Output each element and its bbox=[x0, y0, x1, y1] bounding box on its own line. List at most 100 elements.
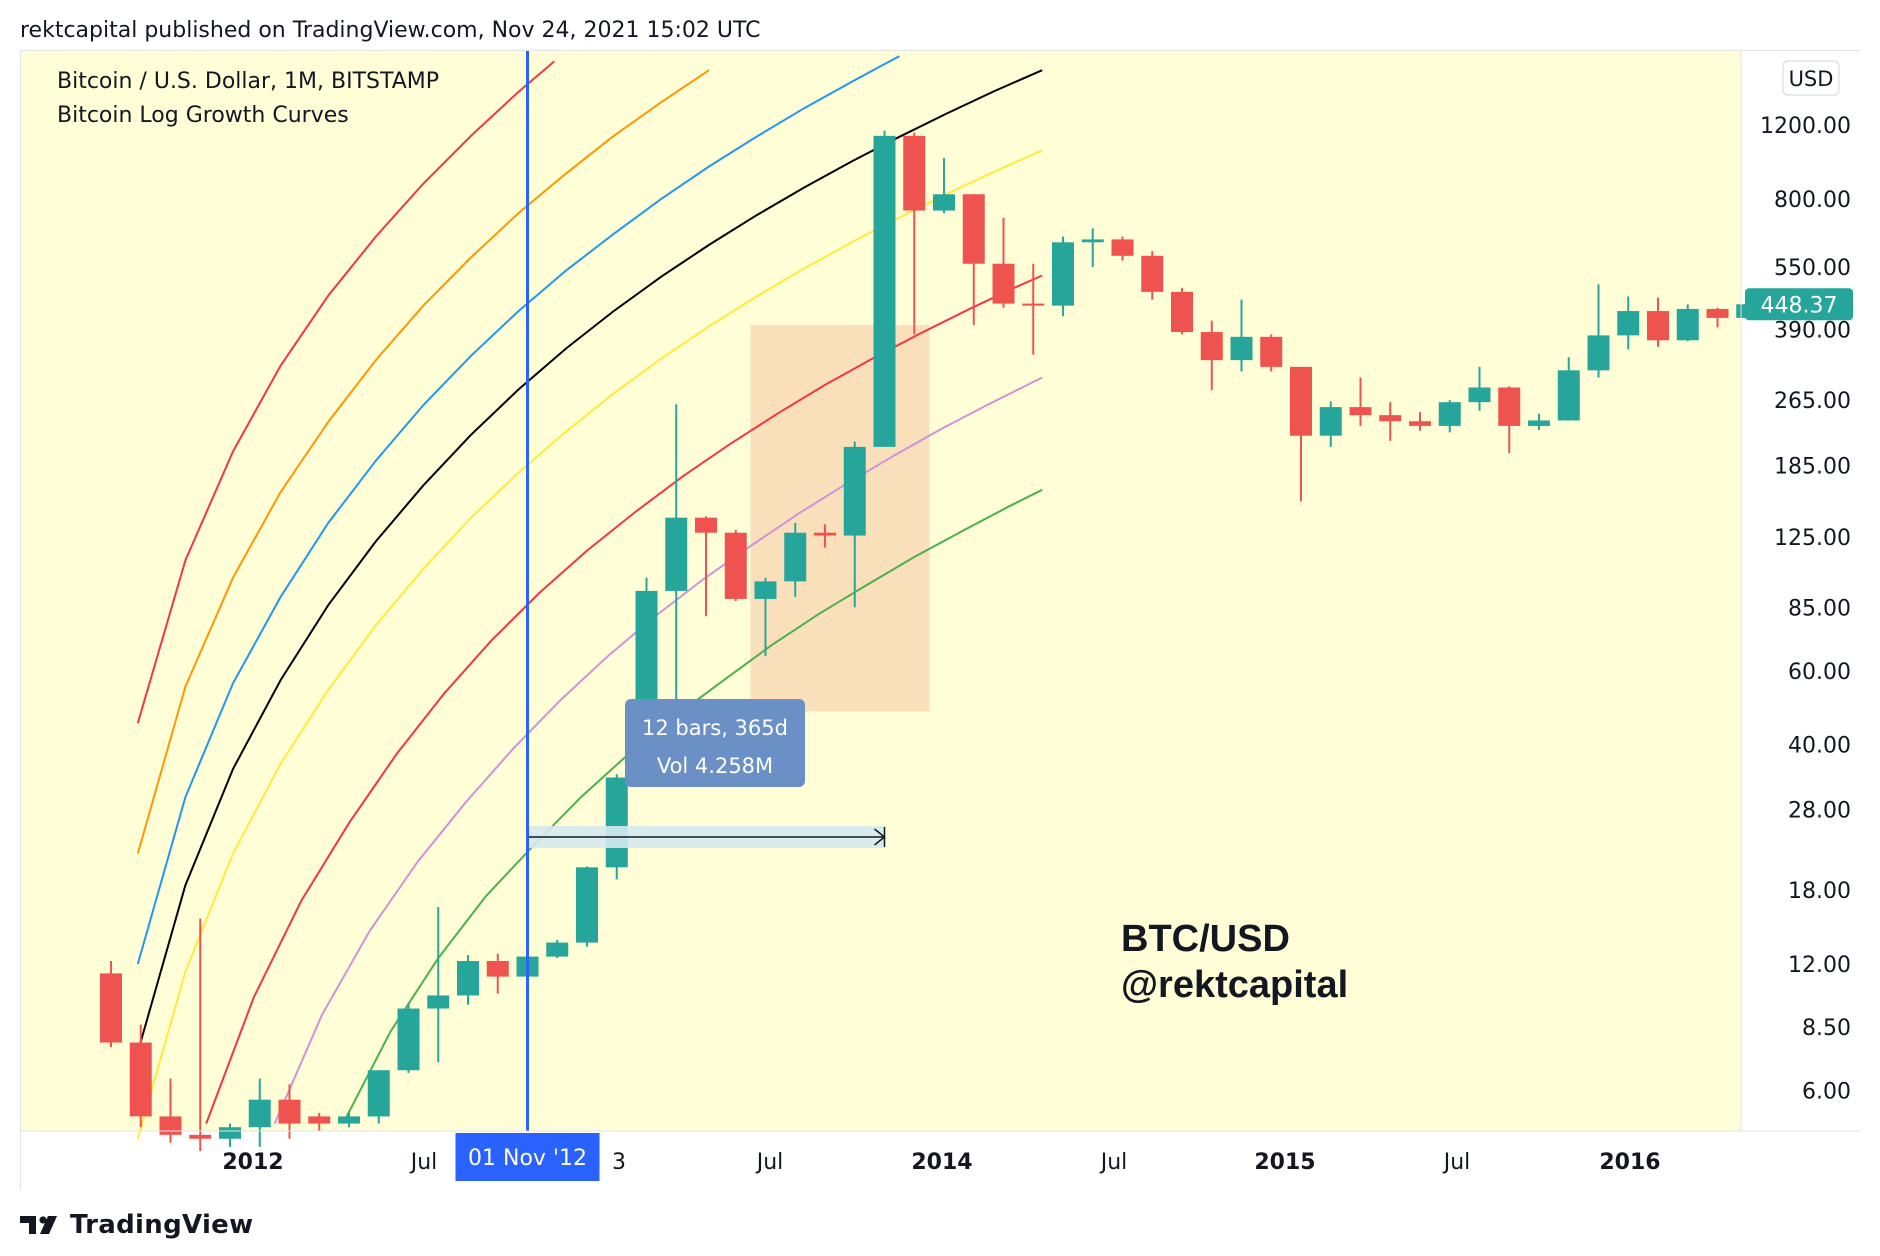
chart-frame[interactable]: 12 bars, 365d Vol 4.258M 6.00 8.50 12.00 18.… bbox=[20, 50, 1861, 1191]
candle-body bbox=[724, 532, 747, 599]
publish-header: rektcapital published on TradingView.com… bbox=[20, 18, 761, 43]
candle-body bbox=[1617, 311, 1640, 336]
measure-bars-label: 12 bars, 365d bbox=[642, 716, 788, 740]
candle-body bbox=[1260, 336, 1283, 367]
measure-tooltip bbox=[625, 699, 805, 787]
candle-body bbox=[1498, 387, 1521, 426]
candle-body bbox=[784, 532, 807, 582]
price-tick-label: 185.00 bbox=[1774, 455, 1851, 480]
candle-body bbox=[427, 995, 450, 1009]
candle-body bbox=[367, 1070, 390, 1117]
candle-body bbox=[1647, 311, 1669, 341]
growth-curve-7 bbox=[342, 488, 1043, 1125]
candle-body bbox=[1587, 335, 1610, 371]
candle-body bbox=[1676, 308, 1699, 341]
candle-body bbox=[1111, 239, 1134, 256]
candle-body bbox=[814, 532, 836, 536]
measure-tool: 12 bars, 365d Vol 4.258M bbox=[527, 699, 886, 848]
legend-symbol[interactable]: Bitcoin / U.S. Dollar, 1M, BITSTAMP bbox=[57, 69, 440, 94]
candle-body bbox=[159, 1116, 182, 1135]
candle-body bbox=[1200, 332, 1223, 361]
candle-body bbox=[129, 1042, 152, 1117]
candle-body bbox=[1438, 402, 1461, 426]
growth-curve-5 bbox=[205, 274, 1043, 1124]
growth-curve-2 bbox=[136, 55, 900, 965]
tradingview-logo-icon bbox=[20, 1216, 57, 1234]
candle-body bbox=[1052, 242, 1074, 306]
time-tick-label: 2014 bbox=[911, 1150, 972, 1175]
price-tick-label: 40.00 bbox=[1788, 734, 1851, 759]
candle-body bbox=[576, 867, 598, 943]
price-tick-label: 390.00 bbox=[1774, 319, 1851, 344]
candle-body bbox=[933, 194, 955, 211]
time-tick-label: 2015 bbox=[1254, 1150, 1315, 1175]
crosshair-date-tag bbox=[455, 1133, 600, 1181]
candle-body bbox=[1379, 415, 1402, 422]
candle-body bbox=[486, 961, 509, 977]
candle-body bbox=[1409, 421, 1431, 426]
crosshair-date-label: 01 Nov '12 bbox=[468, 1146, 587, 1171]
candle-body bbox=[1349, 407, 1372, 416]
price-axis-background bbox=[1741, 51, 1861, 1131]
candle-body bbox=[219, 1127, 241, 1139]
price-tick-label: 1200.00 bbox=[1760, 114, 1851, 139]
candle-body bbox=[338, 1116, 360, 1124]
price-tick-label: 550.00 bbox=[1774, 256, 1851, 281]
candle-body bbox=[397, 1008, 420, 1071]
time-tick-label: Jul bbox=[755, 1150, 784, 1175]
candle-body bbox=[1290, 366, 1312, 436]
price-tick-label: 125.00 bbox=[1774, 526, 1851, 551]
time-tick-label: 2012 bbox=[222, 1150, 283, 1175]
last-price-tag bbox=[1745, 288, 1853, 321]
time-tick-label: Jul bbox=[1442, 1150, 1471, 1175]
candle-body bbox=[457, 961, 479, 996]
currency-label: USD bbox=[1789, 67, 1834, 91]
time-tick-label: Jul bbox=[409, 1150, 438, 1175]
candle-body bbox=[873, 135, 896, 447]
price-tick-label: 60.00 bbox=[1788, 660, 1851, 685]
highlight-rect bbox=[750, 325, 930, 712]
candle-body bbox=[1557, 370, 1580, 421]
candle-body bbox=[665, 517, 688, 591]
candle-body bbox=[605, 777, 628, 868]
candle-body bbox=[1141, 255, 1164, 292]
time-tick-label: 3 bbox=[612, 1150, 626, 1175]
watermark-author: @rektcapital bbox=[1121, 964, 1348, 1006]
time-axis-background bbox=[21, 1131, 1861, 1191]
candle-body bbox=[1081, 239, 1104, 243]
last-price-label: 448.37 bbox=[1761, 293, 1838, 318]
candle-body bbox=[1319, 407, 1342, 436]
candle-body bbox=[1468, 387, 1491, 403]
candle-body bbox=[1171, 291, 1193, 333]
candles bbox=[100, 130, 1759, 1152]
candle-body bbox=[843, 446, 866, 536]
time-tick-label: Jul bbox=[1099, 1150, 1128, 1175]
price-tick-label: 6.00 bbox=[1802, 1079, 1851, 1104]
price-tick-label: 85.00 bbox=[1788, 596, 1851, 621]
candle-body bbox=[308, 1116, 331, 1124]
candle-body bbox=[754, 581, 777, 599]
footer: TradingView bbox=[20, 1210, 253, 1240]
footer-brand: TradingView bbox=[70, 1210, 254, 1240]
price-tick-label: 800.00 bbox=[1774, 188, 1851, 213]
candle-body bbox=[100, 973, 122, 1043]
time-tick-label: 2016 bbox=[1599, 1150, 1660, 1175]
highlight-zone bbox=[750, 325, 930, 712]
legend-indicator[interactable]: Bitcoin Log Growth Curves bbox=[57, 103, 349, 128]
price-axis[interactable]: 6.00 8.50 12.00 18.00 28.00 40.00 60.00 85.00 12… bbox=[1740, 51, 1853, 1131]
candle-body bbox=[546, 942, 569, 957]
price-tick-label: 18.00 bbox=[1788, 879, 1851, 904]
candle-body bbox=[189, 1134, 212, 1139]
currency-badge bbox=[1782, 60, 1840, 96]
price-tick-label: 8.50 bbox=[1802, 1016, 1851, 1041]
candle-body bbox=[962, 194, 985, 264]
candle-body bbox=[695, 517, 717, 533]
price-chart[interactable]: 12 bars, 365d Vol 4.258M 6.00 8.50 12.00 18.… bbox=[21, 51, 1861, 1191]
candle-body bbox=[992, 263, 1015, 304]
time-axis[interactable]: 2012 Jul 3 Jul 2014 Jul 2015 Jul 2016 01 Nov '12 bbox=[21, 1130, 1861, 1181]
candle-body bbox=[1022, 303, 1045, 306]
price-tick-label: 28.00 bbox=[1788, 799, 1851, 824]
price-tick-label: 12.00 bbox=[1788, 953, 1851, 978]
candle-body bbox=[278, 1099, 301, 1124]
candle-body bbox=[248, 1099, 271, 1128]
